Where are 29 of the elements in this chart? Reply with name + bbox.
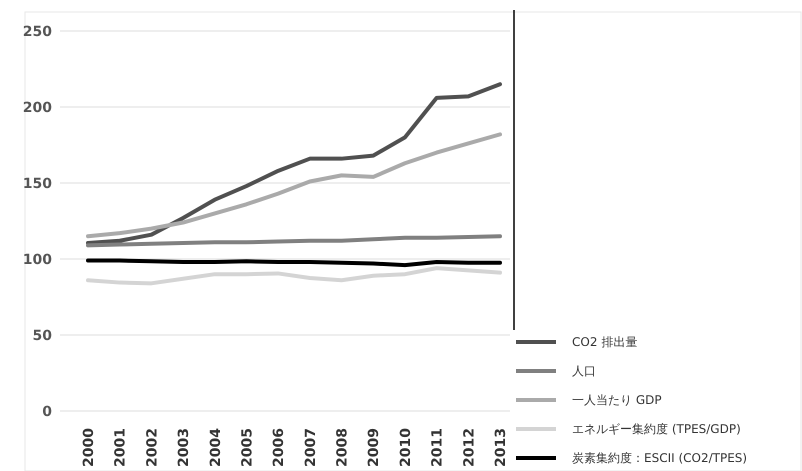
line-series [86, 234, 502, 248]
y-tick-label: 100 [22, 252, 52, 268]
line-series [86, 82, 502, 246]
x-tick-label: 2004 [208, 428, 224, 467]
x-tick-label: 2003 [176, 428, 192, 467]
x-tick-label: 2005 [239, 428, 256, 467]
x-tick-label: 2012 [461, 428, 478, 467]
x-tick-label: 2009 [366, 428, 382, 467]
legend-label: 一人当たり GDP [572, 393, 662, 408]
x-tick-label: 2006 [271, 428, 288, 467]
legend-label: エネルギー集約度 (TPES/GDP) [572, 422, 741, 436]
y-tick-label: 0 [42, 404, 52, 420]
x-tick-label: 2011 [430, 428, 446, 467]
x-tick-label: 2007 [302, 428, 319, 467]
legend-label: 人口 [572, 364, 596, 378]
y-tick-label: 200 [22, 100, 52, 116]
y-tick-label: 150 [22, 176, 52, 192]
y-tick-label: 250 [22, 24, 52, 40]
x-tick-label: 2000 [81, 428, 97, 467]
line-series [86, 132, 502, 238]
x-tick-label: 2008 [334, 428, 351, 467]
x-tick-label: 2013 [493, 428, 509, 467]
line-series [86, 266, 502, 286]
legend-label: CO2 排出量 [572, 335, 638, 350]
x-tick-label: 2010 [398, 428, 414, 467]
x-tick-label: 2002 [144, 428, 160, 467]
x-tick-label: 2001 [112, 428, 129, 467]
legend-label: 炭素集約度：ESCII (CO2/TPES) [572, 451, 748, 466]
y-tick-label: 50 [32, 328, 52, 344]
